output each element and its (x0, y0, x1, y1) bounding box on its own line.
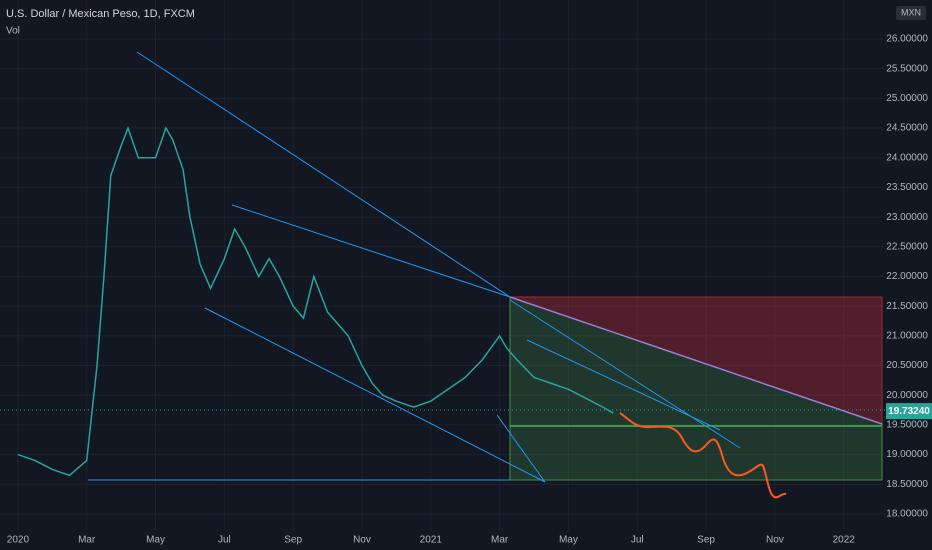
last-price-badge (886, 403, 932, 420)
x-tick-label: 2021 (420, 535, 443, 546)
trend-line (496, 414, 546, 483)
x-tick-label: Jul (631, 535, 644, 546)
x-tick-label: 2020 (7, 535, 30, 546)
x-tick-label: Nov (353, 535, 371, 546)
y-tick-label: 23.50000 (886, 182, 928, 193)
x-tick-label: Mar (78, 535, 96, 546)
currency-label: MXN (901, 7, 921, 17)
x-tick-label: May (146, 535, 165, 546)
chart-title: U.S. Dollar / Mexican Peso, 1D, FXCM (6, 8, 195, 20)
last-price-label: 19.73240 (888, 406, 930, 417)
channel-top (231, 204, 511, 298)
y-tick-label: 18.50000 (886, 479, 928, 490)
grid-layer (0, 0, 885, 530)
x-tick-label: Jul (218, 535, 231, 546)
y-tick-label: 24.00000 (886, 152, 928, 163)
y-tick-label: 25.00000 (886, 93, 928, 104)
y-tick-label: 18.00000 (886, 509, 928, 520)
y-tick-label: 20.00000 (886, 390, 928, 401)
y-tick-label: 20.50000 (886, 360, 928, 371)
data-layer (17, 125, 614, 477)
y-tick-label: 22.50000 (886, 241, 928, 252)
currency-badge (896, 6, 926, 20)
x-tick-label: Sep (284, 535, 302, 546)
trend-line (509, 296, 883, 425)
forecast-path (619, 412, 787, 499)
y-tick-label: 21.00000 (886, 330, 928, 341)
price-line (17, 125, 614, 477)
y-tick-label: 26.00000 (886, 34, 928, 45)
trend-line (526, 339, 721, 431)
y-tick-label: 24.50000 (886, 123, 928, 134)
y-tick-label: 19.00000 (886, 449, 928, 460)
trend-line (509, 299, 741, 449)
y-tick-label: 23.00000 (886, 212, 928, 223)
x-tick-label: 2022 (833, 535, 856, 546)
trend-line (136, 51, 511, 298)
y-tick-label: 22.00000 (886, 271, 928, 282)
x-tick-label: Mar (491, 535, 509, 546)
y-tick-label: 21.50000 (886, 301, 928, 312)
y-tick-label: 25.50000 (886, 63, 928, 74)
channel-bottom (204, 307, 546, 483)
y-tick-label: 19.50000 (886, 420, 928, 431)
x-tick-label: May (559, 535, 578, 546)
x-tick-label: Nov (766, 535, 784, 546)
x-tick-label: Sep (697, 535, 715, 546)
volume-label: Vol (6, 26, 20, 37)
